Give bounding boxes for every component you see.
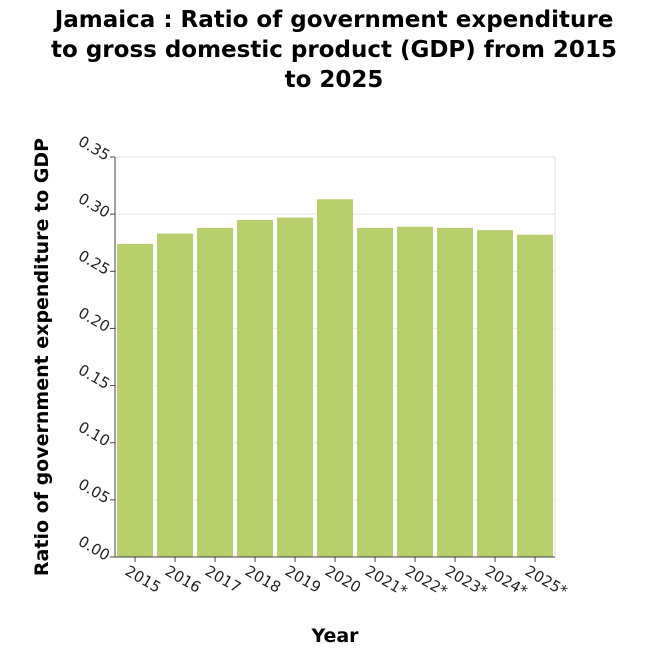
x-tick-label: 2022* (402, 562, 451, 601)
x-tick-label: 2017 (202, 562, 244, 597)
y-tick-label: 0.15 (75, 361, 113, 393)
x-tick-label: 2018 (242, 562, 284, 597)
bar-2015 (117, 243, 153, 557)
chart-title: Jamaica : Ratio of government expenditur… (51, 7, 617, 93)
bar-2016 (157, 233, 193, 558)
bar-2023-projected (437, 227, 473, 557)
x-tick-label: 2020 (322, 562, 364, 597)
bar-2020 (317, 199, 353, 558)
y-tick-label: 0.00 (75, 532, 113, 564)
bar-2022-projected (397, 226, 433, 557)
bar-2017 (197, 227, 233, 557)
y-axis-title: Ratio of government expenditure to GDP (31, 138, 53, 576)
x-tick-label: 2021* (362, 562, 411, 601)
bar-2021-projected (357, 227, 393, 557)
bar-2025-projected (517, 234, 553, 557)
bar-2024-projected (477, 230, 513, 557)
y-tick-label: 0.05 (75, 475, 113, 507)
y-tick-label: 0.25 (75, 246, 113, 278)
bars (117, 199, 553, 558)
x-tick-label: 2016 (162, 562, 204, 597)
y-tick-label: 0.10 (75, 418, 113, 450)
y-tick-label: 0.30 (75, 189, 113, 221)
x-tick-label: 2023* (442, 562, 491, 601)
x-tick-label: 2025* (522, 562, 571, 601)
y-tick-label: 0.35 (75, 132, 113, 164)
x-tick-label: 2015 (122, 562, 164, 597)
chart-title-line-1: Jamaica : Ratio of government expenditur… (53, 7, 614, 33)
x-axis-title: Year (310, 625, 359, 647)
chart-title-line-3: to 2025 (285, 67, 384, 93)
bar-2019 (277, 217, 313, 558)
x-tick-label: 2019 (282, 562, 324, 597)
y-axis-ticks: 0.00 0.05 0.10 0.15 0.20 0.25 0.30 0.35 (75, 132, 115, 564)
y-tick-label: 0.20 (75, 304, 113, 336)
x-tick-label: 2024* (482, 562, 531, 601)
bar-2018 (237, 219, 273, 557)
x-axis-ticks: 2015201620172018201920202021*2022*2023*2… (122, 557, 571, 601)
chart-title-line-2: to gross domestic product (GDP) from 201… (51, 37, 617, 63)
